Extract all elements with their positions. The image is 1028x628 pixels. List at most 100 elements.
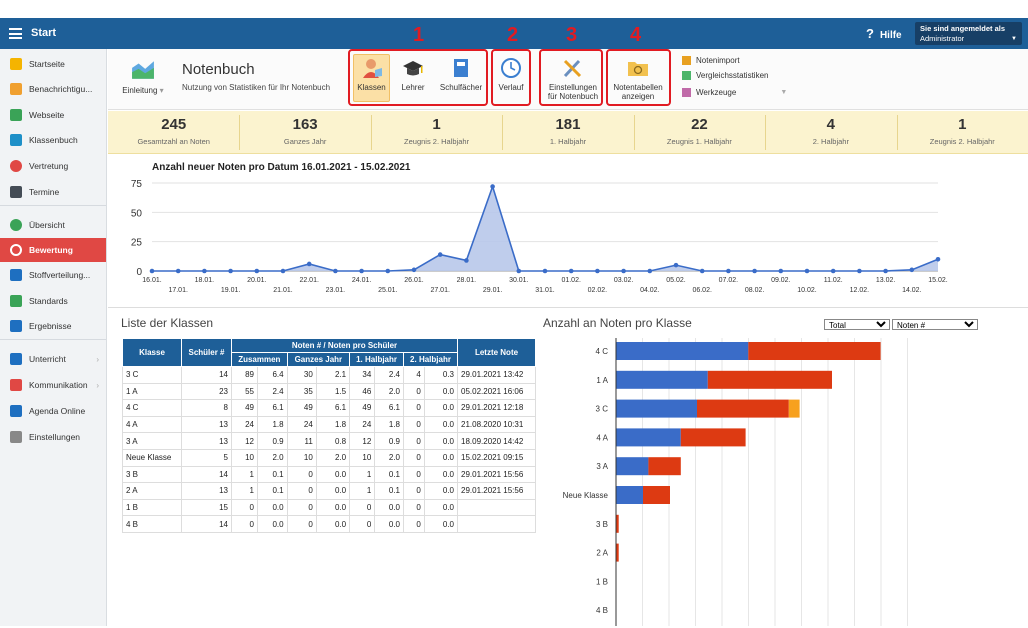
total-filter-select[interactable]: Total xyxy=(824,319,890,330)
app-title[interactable]: Start xyxy=(31,27,57,39)
x-tick-label: 01.02. xyxy=(561,277,581,284)
x-tick-label: 26.01. xyxy=(404,277,424,284)
pen-icon xyxy=(10,405,22,417)
table-cell xyxy=(457,498,536,517)
table-cell: 29.01.2021 13:42 xyxy=(457,366,536,384)
stat-value: 1 xyxy=(432,116,441,133)
stat-label: 2. Halbjahr xyxy=(812,137,849,146)
sidebar-item-stoffverteilung[interactable]: Stoffverteilung... xyxy=(0,263,106,287)
subheader-3[interactable]: 2. Halbjahr xyxy=(403,352,458,367)
sidebar-item-bewertung[interactable]: Bewertung xyxy=(0,238,106,262)
sidebar-item-einstellungen[interactable]: Einstellungen xyxy=(0,425,106,449)
table-cell: 12 xyxy=(349,432,376,450)
user-menu[interactable]: Sie sind angemeldet als Administrator ▼ xyxy=(915,22,1022,45)
table-cell: 2 A xyxy=(122,482,182,500)
notenimport-button[interactable]: Notenimport xyxy=(682,56,740,65)
data-point xyxy=(778,268,784,274)
table-cell: 14 xyxy=(181,465,232,484)
data-point xyxy=(568,268,574,274)
table-cell: 0.1 xyxy=(256,482,288,500)
table-cell: 13 xyxy=(181,482,232,500)
table-cell: 0.0 xyxy=(315,498,351,517)
header-letzte-note[interactable]: Letzte Note xyxy=(457,338,536,367)
data-point xyxy=(175,268,181,274)
table-cell: 2.4 xyxy=(256,382,288,401)
lehrer-button[interactable]: Lehrer xyxy=(395,58,431,92)
table-row[interactable]: Neue Klasse 5 10 2.0 10 2.0 10 2.0 0 0.0 15.02.202… xyxy=(122,448,536,467)
stat-value: 22 xyxy=(691,116,708,133)
sidebar-item-webseite[interactable]: Webseite xyxy=(0,103,106,127)
sidebar-item-agenda-online[interactable]: Agenda Online xyxy=(0,399,106,423)
sidebar-item-label: Klassenbuch xyxy=(29,135,78,145)
table-row[interactable]: 4 C 8 49 6.1 49 6.1 49 6.1 0 0.0 29.01.2021 12:18 xyxy=(122,399,536,417)
notentabellen-button[interactable]: Notentabellen anzeigen xyxy=(607,58,669,101)
x-tick-label: 23.01. xyxy=(326,287,346,294)
sidebar-item-benachrichtigu[interactable]: Benachrichtigu... xyxy=(0,77,106,101)
table-cell: 2.0 xyxy=(315,448,351,467)
table-cell: 05.02.2021 16:06 xyxy=(457,382,536,401)
table-cell: 0.8 xyxy=(315,432,351,450)
table-cell: 1.8 xyxy=(374,415,404,434)
y-category-label: Neue Klasse xyxy=(563,491,609,500)
data-point xyxy=(516,268,522,274)
klassen-label: Klassen xyxy=(357,83,386,92)
table-row[interactable]: 3 A 13 12 0.9 11 0.8 12 0.9 0 0.0 18.09.2020 14:42 xyxy=(122,432,536,450)
help-button[interactable]: ? Hilfe xyxy=(866,26,902,41)
y-category-label: 1 B xyxy=(596,577,608,586)
class-table: Klasse Schüler # Noten # / Noten pro Sch… xyxy=(122,338,536,533)
sidebar-item-termine[interactable]: Termine xyxy=(0,180,106,204)
hamburger-menu-icon[interactable] xyxy=(9,28,22,39)
einstellungen-notenbuch-button[interactable]: Einstellungen für Notenbuch xyxy=(542,58,604,101)
table-cell: 1.8 xyxy=(315,415,351,434)
table-cell: 24 xyxy=(231,415,258,434)
data-point xyxy=(647,268,653,274)
subheader-0[interactable]: Zusammen xyxy=(231,352,288,367)
sidebar-item-startseite[interactable]: Startseite xyxy=(0,52,106,76)
klassen-button[interactable]: Klassen xyxy=(353,58,390,92)
table-cell: 2.0 xyxy=(374,382,404,401)
table-cell: 0 xyxy=(403,465,425,484)
sidebar-item-label: Startseite xyxy=(29,59,65,69)
x-tick-label: 06.02. xyxy=(692,287,712,294)
sidebar-item-übersicht[interactable]: Übersicht xyxy=(0,213,106,237)
table-row[interactable]: 3 B 14 1 0.1 0 0.0 1 0.1 0 0.0 29.01.2021 15:56 xyxy=(122,465,536,484)
header-schueler[interactable]: Schüler # xyxy=(181,338,232,367)
lehrer-label: Lehrer xyxy=(401,83,425,92)
sidebar-separator xyxy=(0,205,106,206)
noten-filter-select[interactable]: Noten # xyxy=(892,319,978,330)
table-row[interactable]: 1 A 23 55 2.4 35 1.5 46 2.0 0 0.0 05.02.2021 16:06 xyxy=(122,382,536,401)
table-row[interactable]: 4 A 13 24 1.8 24 1.8 24 1.8 0 0.0 21.08.2020 10:31 xyxy=(122,415,536,434)
verlauf-button[interactable]: Verlauf xyxy=(494,58,528,92)
table-row[interactable]: 3 C 14 89 6.4 30 2.1 34 2.4 4 0.3 29.01.2021 13:42 xyxy=(122,366,536,384)
header-klasse[interactable]: Klasse xyxy=(122,338,182,367)
table-row[interactable]: 1 B 15 0 0.0 0 0.0 0 0.0 0 0.0 xyxy=(122,498,536,517)
table-cell: 2.0 xyxy=(256,448,288,467)
table-row[interactable]: 4 B 14 0 0.0 0 0.0 0 0.0 0 0.0 xyxy=(122,515,536,533)
table-cell: 4 A xyxy=(122,415,182,434)
data-point xyxy=(804,268,810,274)
x-tick-label: 15.02. xyxy=(928,277,948,284)
table-cell: 0 xyxy=(403,498,425,517)
data-point xyxy=(333,268,338,274)
bar-segment xyxy=(616,543,619,562)
notes-per-class-chart: 4 C 1 A 3 C 4 A 3 A Neue Klasse 3 B 2 A 1 B 4 B xyxy=(543,338,1028,626)
notes-per-date-chart: Anzahl neuer Noten pro Datum 16.01.2021 … xyxy=(108,158,1028,296)
sidebar-item-unterricht[interactable]: Unterricht › xyxy=(0,347,106,371)
table-row[interactable]: 2 A 13 1 0.1 0 0.0 1 0.1 0 0.0 29.01.2021 15:56 xyxy=(122,482,536,500)
einleitung-button[interactable]: Einleitung ▾ xyxy=(120,59,166,95)
table-cell: 13 xyxy=(181,432,232,450)
table-cell: 0.0 xyxy=(423,515,459,533)
table-cell: 21.08.2020 10:31 xyxy=(457,415,536,434)
sidebar-item-klassenbuch[interactable]: Klassenbuch xyxy=(0,128,106,152)
sidebar-item-kommunikation[interactable]: Kommunikation › xyxy=(0,373,106,397)
sidebar-item-ergebnisse[interactable]: Ergebnisse xyxy=(0,314,106,338)
sidebar-item-vertretung[interactable]: Vertretung xyxy=(0,154,106,178)
subheader-1[interactable]: Ganzes Jahr xyxy=(286,352,351,367)
y-tick-label: 75 xyxy=(131,179,143,190)
table-cell: 23 xyxy=(181,382,232,401)
werkzeuge-button[interactable]: Werkzeuge ▼ xyxy=(682,88,787,97)
subheader-2[interactable]: 1. Halbjahr xyxy=(349,352,404,367)
vergleichsstatistiken-button[interactable]: Vergleichsstatistiken xyxy=(682,71,768,80)
sidebar-item-standards[interactable]: Standards xyxy=(0,289,106,313)
schulfaecher-button[interactable]: Schulfächer xyxy=(436,58,486,92)
